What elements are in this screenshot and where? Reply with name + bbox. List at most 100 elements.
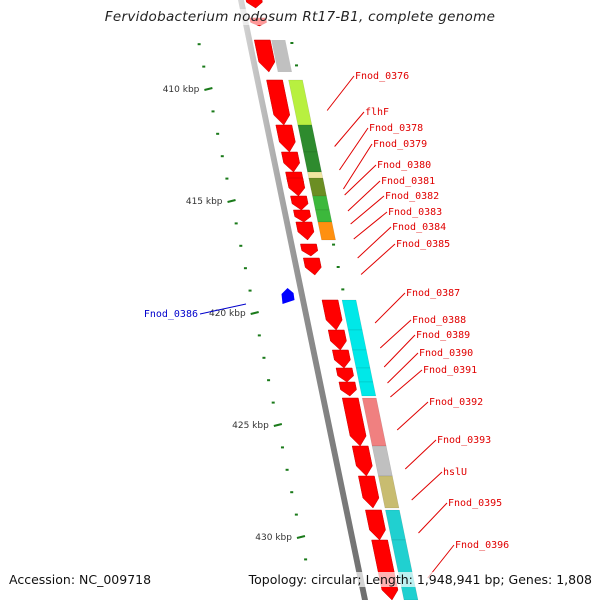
major-tick bbox=[250, 311, 259, 315]
forward-gene-arrow bbox=[295, 221, 315, 241]
cog-block bbox=[358, 381, 377, 397]
tick-label: 415 kbp bbox=[186, 197, 223, 207]
cog-block bbox=[271, 40, 292, 72]
minor-tick bbox=[234, 222, 238, 225]
label-leader-line bbox=[374, 292, 406, 324]
gene-label[interactable]: Fnod_0376 bbox=[355, 71, 409, 82]
cog-block bbox=[288, 79, 313, 126]
minor-tick bbox=[285, 468, 289, 471]
accession-text: Accession: NC_009718 bbox=[9, 572, 152, 587]
tick-label: 420 kbp bbox=[209, 309, 246, 319]
gene-label[interactable]: Fnod_0389 bbox=[416, 330, 470, 341]
cog-block bbox=[352, 349, 371, 369]
cog-block bbox=[371, 445, 393, 477]
gene-label[interactable]: Fnod_0387 bbox=[406, 288, 460, 299]
gene-label[interactable]: Fnod_0379 bbox=[373, 139, 427, 150]
forward-gene-arrow bbox=[303, 257, 322, 276]
label-leader-line bbox=[396, 401, 429, 431]
major-tick bbox=[227, 199, 236, 203]
minor-tick bbox=[211, 110, 215, 113]
label-leader-line bbox=[383, 334, 416, 368]
label-leader-line bbox=[344, 164, 377, 196]
cog-track bbox=[271, 40, 419, 600]
outer-tick bbox=[295, 64, 299, 67]
gene-label[interactable]: Fnod_0393 bbox=[437, 435, 491, 446]
forward-gene-arrow bbox=[365, 509, 386, 541]
context-gene-arrow bbox=[253, 39, 276, 73]
gene-label[interactable]: Fnod_0378 bbox=[369, 123, 423, 134]
gene-label[interactable]: Fnod_0391 bbox=[423, 365, 477, 376]
label-leader-line bbox=[379, 319, 412, 349]
minor-tick bbox=[239, 244, 243, 247]
forward-gene-arrow bbox=[293, 209, 312, 223]
forward-gene-arrow bbox=[358, 475, 380, 509]
major-tick bbox=[273, 423, 283, 427]
genome-backbone bbox=[238, 0, 368, 600]
minor-tick bbox=[267, 379, 271, 382]
label-leader-line bbox=[418, 502, 448, 534]
label-leader-line bbox=[353, 211, 388, 240]
label-leader-line bbox=[334, 111, 365, 147]
tick-label: 430 kbp bbox=[255, 533, 292, 543]
label-leader-line bbox=[357, 226, 392, 259]
outer-tick bbox=[336, 266, 340, 268]
cog-block bbox=[341, 299, 363, 331]
minor-tick bbox=[280, 446, 284, 449]
label-leader-line bbox=[339, 127, 369, 171]
gene-label[interactable]: Fnod_0388 bbox=[412, 315, 466, 326]
minor-tick bbox=[243, 267, 247, 270]
outer-tick bbox=[341, 288, 345, 291]
gene-label[interactable]: Fnod_0381 bbox=[381, 176, 435, 187]
cog-block bbox=[308, 177, 327, 197]
minor-tick bbox=[290, 491, 294, 494]
forward-gene-arrow bbox=[275, 124, 296, 153]
major-tick bbox=[204, 87, 213, 91]
gene-label[interactable]: Fnod_0382 bbox=[385, 191, 439, 202]
forward-gene-arrow bbox=[281, 151, 300, 173]
gene-label[interactable]: Fnod_0385 bbox=[396, 239, 450, 250]
minor-tick bbox=[304, 558, 308, 561]
forward-gene-arrow bbox=[286, 177, 306, 197]
forward-gene-arrow bbox=[332, 349, 351, 369]
gene-label[interactable]: Fnod_0384 bbox=[392, 222, 446, 233]
gene-label[interactable]: Fnod_0386 bbox=[144, 309, 198, 320]
minor-tick bbox=[271, 401, 275, 404]
gene-label[interactable]: Fnod_0395 bbox=[448, 498, 502, 509]
minor-tick bbox=[220, 155, 224, 158]
reverse-gene-arrow bbox=[281, 288, 295, 304]
genome-summary-text: Topology: circular; Length: 1,948,941 bp… bbox=[248, 572, 592, 587]
gene-label[interactable]: Fnod_0390 bbox=[419, 348, 473, 359]
cog-block bbox=[347, 329, 367, 351]
cog-block bbox=[385, 509, 406, 541]
forward-gene-arrow bbox=[351, 445, 373, 477]
label-leader-line bbox=[390, 369, 423, 398]
map-title: Fervidobacterium nodosum Rt17-B1, comple… bbox=[0, 9, 600, 25]
forward-gene-arrow bbox=[266, 79, 291, 126]
gene-label[interactable]: flhF bbox=[365, 107, 389, 118]
gene-label[interactable]: hslU bbox=[443, 467, 467, 478]
cog-block bbox=[378, 475, 400, 509]
major-tick bbox=[296, 535, 306, 539]
forward-gene-arrow bbox=[290, 195, 309, 211]
gene-label[interactable]: Fnod_0396 bbox=[455, 540, 509, 551]
minor-tick bbox=[225, 177, 229, 180]
cog-block bbox=[315, 209, 333, 223]
label-leader-line bbox=[387, 352, 419, 384]
outer-tick bbox=[290, 42, 294, 44]
cog-block bbox=[361, 397, 387, 447]
minor-tick bbox=[294, 513, 298, 516]
minor-tick bbox=[202, 65, 206, 68]
minor-tick bbox=[248, 289, 252, 292]
forward-gene-arrow bbox=[335, 367, 354, 383]
label-leader-line bbox=[347, 180, 381, 212]
gene-label[interactable]: Fnod_0392 bbox=[429, 397, 483, 408]
tick-label: 425 kbp bbox=[232, 421, 269, 431]
minor-tick bbox=[257, 334, 261, 337]
forward-gene-arrow bbox=[321, 299, 343, 331]
minor-tick bbox=[216, 132, 220, 135]
cog-block bbox=[355, 367, 374, 383]
gene-label[interactable]: Fnod_0380 bbox=[377, 160, 431, 171]
backbone-line bbox=[238, 0, 368, 600]
gene-track bbox=[245, 0, 399, 600]
gene-label[interactable]: Fnod_0383 bbox=[388, 207, 442, 218]
